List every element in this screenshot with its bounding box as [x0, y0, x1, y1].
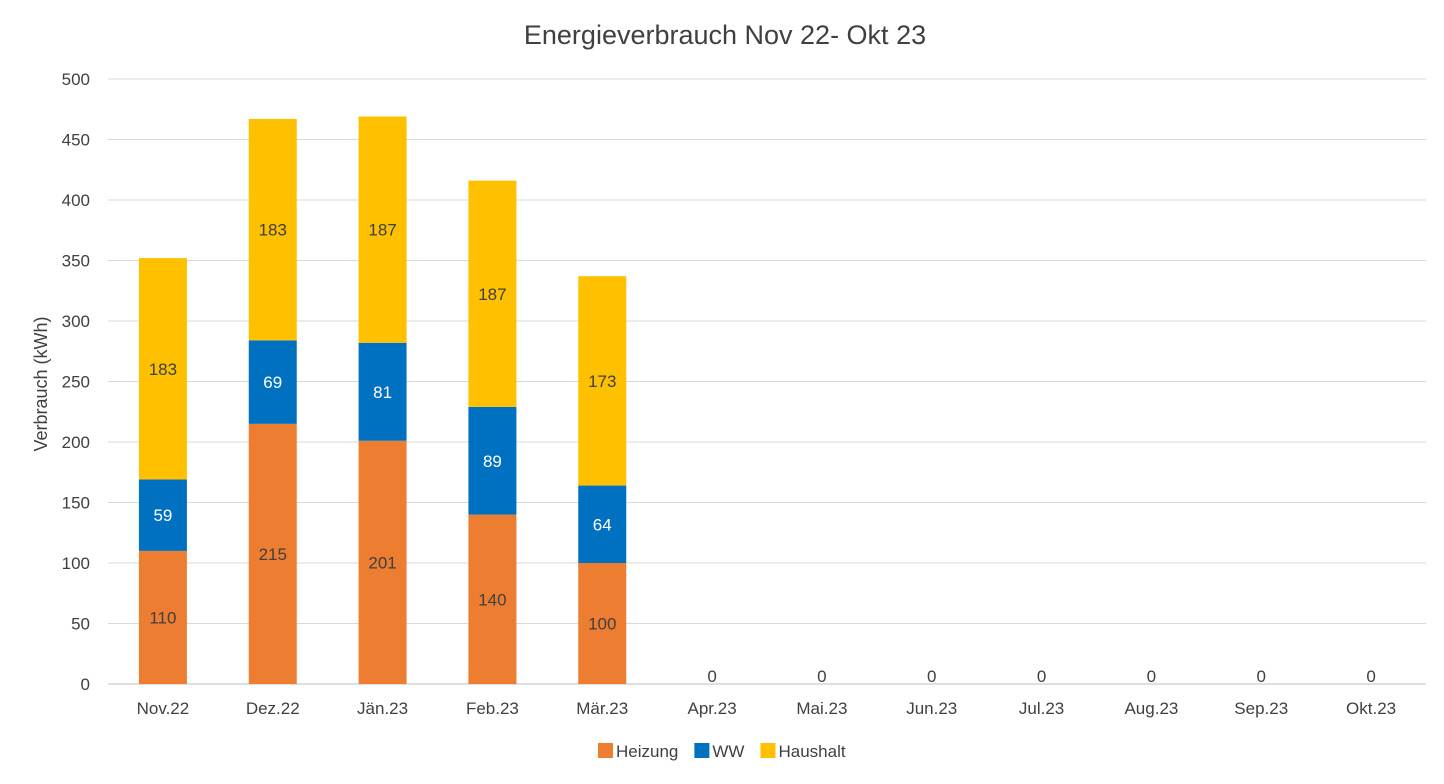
y-tick-label: 400	[62, 191, 90, 210]
data-label: 0	[1257, 667, 1266, 686]
data-label: 173	[588, 372, 616, 391]
x-tick-label: Mai.23	[796, 699, 847, 718]
y-tick-label: 150	[62, 494, 90, 513]
y-axis-ticks: 0 50 100 150 200 250 300 350 400 450 500	[62, 70, 90, 694]
data-label: 110	[149, 608, 176, 627]
bar-segment	[578, 276, 627, 486]
gridlines	[108, 78, 1426, 685]
bar-segment	[138, 550, 187, 684]
data-label: 140	[478, 590, 506, 609]
bar-segment	[358, 440, 407, 684]
x-tick-label: Apr.23	[688, 699, 737, 718]
bar-segment	[578, 563, 627, 684]
bar-segment	[248, 118, 297, 341]
bar-segment	[468, 406, 517, 515]
bar-segment	[358, 342, 407, 441]
legend-swatch	[694, 743, 710, 758]
x-tick-label: Aug.23	[1124, 699, 1178, 718]
data-label: 0	[1147, 667, 1156, 686]
x-tick-label: Feb.23	[466, 699, 519, 718]
data-label: 201	[368, 553, 396, 572]
data-label: 89	[483, 452, 502, 471]
bar-segment	[248, 340, 297, 424]
data-label: 183	[259, 221, 287, 240]
bar-segment	[138, 479, 187, 551]
y-tick-label: 300	[62, 312, 90, 331]
data-label: 0	[817, 667, 826, 686]
y-tick-label: 200	[62, 433, 90, 452]
y-tick-label: 450	[62, 131, 90, 150]
data-label: 81	[373, 383, 392, 402]
legend-label: WW	[712, 742, 744, 761]
y-tick-label: 350	[62, 252, 90, 271]
x-tick-label: Sep.23	[1234, 699, 1288, 718]
x-tick-label: Mär.23	[576, 699, 628, 718]
data-label: 64	[593, 515, 612, 534]
bar-segment	[138, 258, 187, 480]
bar-segment	[578, 485, 627, 563]
bar-segment	[468, 180, 517, 407]
x-tick-label: Jul.23	[1019, 699, 1064, 718]
legend-swatch	[760, 743, 776, 758]
x-tick-label: Nov.22	[137, 699, 190, 718]
bar-segment	[358, 116, 407, 343]
y-axis-label: Verbrauch (kWh)	[31, 316, 51, 451]
data-label: 0	[707, 667, 716, 686]
legend: Heizung WW Haushalt	[598, 742, 846, 761]
data-label: 0	[927, 667, 936, 686]
x-tick-label: Jun.23	[906, 699, 957, 718]
data-label: 187	[478, 285, 506, 304]
data-label: 0	[1037, 667, 1046, 686]
y-tick-label: 250	[62, 373, 90, 392]
y-tick-label: 500	[62, 70, 90, 89]
bar-segment	[248, 423, 297, 684]
data-label: 100	[588, 615, 616, 634]
y-tick-label: 100	[62, 554, 90, 573]
data-label: 187	[368, 221, 396, 240]
data-label: 183	[149, 360, 177, 379]
chart-title: Energieverbrauch Nov 22- Okt 23	[524, 20, 926, 50]
data-label: 69	[263, 373, 282, 392]
data-label: 59	[153, 506, 172, 525]
legend-swatch	[598, 743, 613, 758]
y-tick-label: 50	[71, 615, 90, 634]
data-label: 0	[1366, 667, 1375, 686]
x-axis-ticks: Nov.22 Dez.22 Jän.23 Feb.23 Mär.23 Apr.23 Mai.…	[137, 699, 1397, 718]
y-tick-label: 0	[81, 675, 90, 694]
bars: 110 59 183 215 69 183 201 81 187 140 89 187 100 64 173…	[138, 116, 1376, 686]
legend-label: Haushalt	[778, 742, 845, 761]
x-tick-label: Jän.23	[357, 699, 408, 718]
x-tick-label: Dez.22	[246, 699, 300, 718]
legend-label: Heizung	[616, 742, 678, 761]
bar-segment	[468, 514, 517, 684]
x-tick-label: Okt.23	[1346, 699, 1396, 718]
data-label: 215	[259, 545, 287, 564]
